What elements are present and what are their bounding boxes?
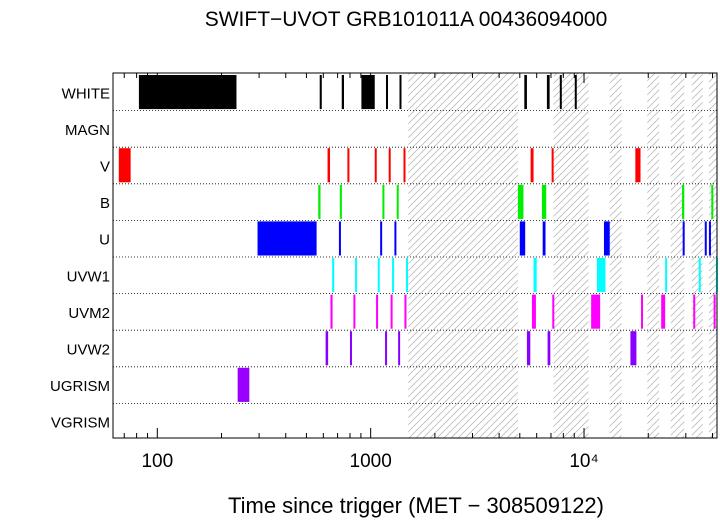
exposure-uvm2-0 (330, 294, 333, 329)
exposure-uvm2-5 (531, 294, 536, 329)
exposure-b-6 (682, 184, 685, 219)
exposure-u-8 (704, 221, 707, 256)
exposure-uvm2-2 (376, 294, 379, 329)
exposure-b-5 (541, 184, 547, 219)
row-label-uvm2: UVM2 (68, 305, 110, 322)
exposure-uvw1-4 (406, 258, 409, 293)
row-label-white: WHITE (62, 85, 110, 102)
hatched-interval-1 (553, 73, 589, 438)
exposure-v-1 (327, 148, 331, 183)
hatched-interval-4 (670, 73, 685, 438)
hatched-intervals (408, 73, 717, 438)
x-axis-label: Time since trigger (MET − 308509122) (228, 493, 604, 518)
exposure-u-3 (394, 221, 397, 256)
exposure-v-0 (118, 148, 131, 183)
exposure-uvw1-5 (533, 258, 537, 293)
exposure-uvw2-6 (630, 331, 637, 366)
exposure-uvm2-11 (713, 294, 716, 329)
exposure-uvw1-8 (698, 258, 701, 293)
exposure-v-2 (347, 148, 350, 183)
exposure-uvw1-7 (665, 258, 668, 293)
chart-title: SWIFT−UVOT GRB101011A 00436094000 (205, 8, 608, 31)
exposure-v-7 (551, 148, 554, 183)
exposure-white-0 (138, 75, 237, 110)
row-labels: WHITE MAGN V B U UVW1 UVM2 UVW2 UGRISM VGRISM (50, 85, 110, 431)
row-label-vgrism: VGRISM (51, 415, 110, 432)
exposure-u-1 (338, 221, 341, 256)
exposure-u-4 (519, 221, 526, 256)
exposure-u-6 (603, 221, 610, 256)
exposure-uvm2-7 (591, 294, 601, 329)
exposure-white-7 (546, 75, 550, 110)
row-label-ugrism: UGRISM (50, 378, 110, 395)
exposure-uvw1-6 (596, 258, 606, 293)
exposure-uvw2-3 (398, 331, 401, 366)
row-label-magn: MAGN (65, 122, 110, 139)
exposure-uvw2-2 (385, 331, 388, 366)
row-label-v: V (100, 159, 110, 176)
exposure-u-9 (708, 221, 711, 256)
exposure-white-4 (385, 75, 388, 110)
x-tick-label-0: 100 (141, 451, 173, 472)
exposure-white-3 (361, 75, 375, 110)
exposure-u-5 (542, 221, 546, 256)
exposure-v-5 (403, 148, 406, 183)
exposure-uvm2-3 (390, 294, 393, 329)
hatched-interval-5 (691, 73, 703, 438)
hatched-interval-3 (647, 73, 660, 438)
exposure-b-1 (339, 184, 342, 219)
exposure-white-9 (574, 75, 577, 110)
exposure-white-8 (559, 75, 562, 110)
exposure-ugrism-0 (237, 367, 250, 402)
exposure-uvm2-6 (552, 294, 555, 329)
exposure-uvw1-1 (355, 258, 358, 293)
exposure-white-6 (524, 75, 527, 110)
exposure-b-4 (517, 184, 524, 219)
exposure-uvw2-0 (325, 331, 329, 366)
exposure-uvw1-0 (332, 258, 335, 293)
exposure-uvw1-2 (377, 258, 380, 293)
exposure-uvw2-1 (349, 331, 352, 366)
exposure-v-3 (374, 148, 377, 183)
hatched-interval-2 (609, 73, 622, 438)
exposure-uvm2-4 (404, 294, 407, 329)
exposure-uvw2-4 (526, 331, 531, 366)
exposure-u-0 (257, 221, 317, 256)
exposure-u-7 (682, 221, 685, 256)
hatched-interval-6 (708, 73, 717, 438)
row-label-uvw1: UVW1 (67, 268, 110, 285)
x-tick-label-1: 1000 (350, 451, 392, 472)
exposure-uvw2-5 (547, 331, 551, 366)
row-label-u: U (99, 232, 110, 249)
exposure-v-4 (388, 148, 391, 183)
exposure-b-2 (382, 184, 385, 219)
exposure-b-0 (318, 184, 321, 219)
exposure-uvm2-1 (353, 294, 356, 329)
exposure-uvm2-8 (641, 294, 644, 329)
exposure-u-2 (380, 221, 383, 256)
exposure-v-6 (530, 148, 534, 183)
hatched-interval-0 (408, 73, 518, 438)
x-tick-label-2: 10⁴ (569, 451, 598, 472)
row-label-b: B (100, 195, 110, 212)
exposure-b-7 (711, 184, 714, 219)
row-label-uvw2: UVW2 (67, 342, 110, 359)
exposure-white-2 (341, 75, 345, 110)
x-axis-ticks: 100 1000 10⁴ (123, 73, 713, 472)
exposure-uvm2-10 (693, 294, 696, 329)
exposure-uvm2-9 (661, 294, 666, 329)
exposure-uvw1-3 (392, 258, 395, 293)
exposure-b-3 (396, 184, 399, 219)
exposure-white-5 (399, 75, 402, 110)
exposure-bars (118, 75, 718, 402)
plot-frame (112, 72, 718, 439)
exposure-v-8 (635, 148, 641, 183)
exposure-white-1 (319, 75, 322, 110)
